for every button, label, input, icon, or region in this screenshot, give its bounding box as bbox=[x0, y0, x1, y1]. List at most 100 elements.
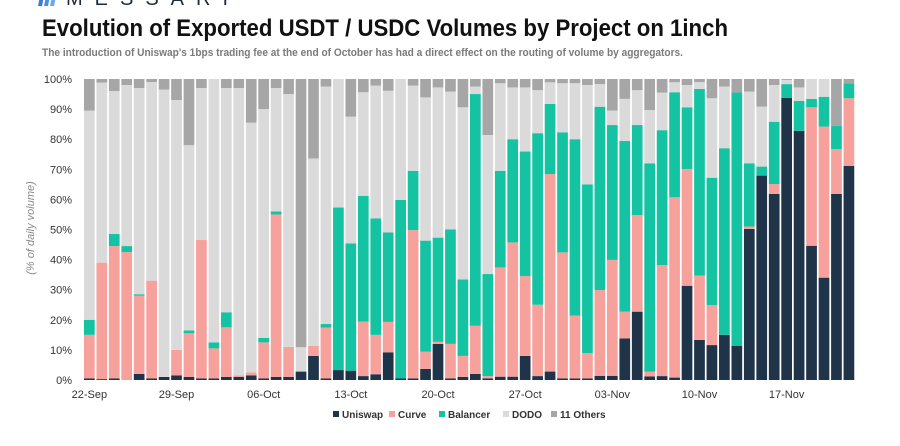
bar-segment-curve bbox=[121, 252, 133, 380]
legend-item-11-others: 11 Others bbox=[551, 410, 606, 421]
bar-segment-uniswap bbox=[470, 373, 481, 380]
bar-01-Oct bbox=[196, 79, 207, 380]
bar-30-Oct bbox=[557, 79, 568, 380]
bar-segment-curve bbox=[270, 214, 282, 377]
bar-segment-uniswap bbox=[793, 130, 805, 380]
bar-segment-11-others bbox=[196, 79, 207, 89]
bar-29-Oct bbox=[544, 79, 556, 380]
bar-segment-curve bbox=[631, 215, 643, 312]
bar-segment-uniswap bbox=[743, 228, 755, 380]
bar-segment-uniswap bbox=[432, 343, 444, 380]
bar-segment-dodo bbox=[158, 89, 170, 377]
bar-segment-curve bbox=[706, 305, 718, 346]
bar-segment-dodo bbox=[631, 90, 643, 126]
bar-23-Oct bbox=[470, 79, 481, 380]
bar-segment-dodo bbox=[781, 79, 792, 85]
bar-segment-balancer bbox=[681, 107, 693, 169]
bar-segment-curve bbox=[494, 267, 506, 377]
bar-segment-uniswap bbox=[445, 378, 456, 380]
bar-segment-balancer bbox=[333, 207, 344, 371]
bar-28-Sep bbox=[158, 79, 170, 380]
bar-segment-uniswap bbox=[756, 175, 768, 380]
bar-segment-uniswap bbox=[532, 376, 543, 380]
bar-segment-11-others bbox=[407, 79, 419, 86]
bar-segment-dodo bbox=[756, 106, 768, 167]
bar-22-Sep bbox=[84, 79, 95, 380]
bar-11-Nov bbox=[706, 79, 718, 380]
bar-segment-uniswap bbox=[96, 379, 108, 380]
bar-segment-uniswap bbox=[171, 375, 182, 380]
legend-swatch bbox=[503, 411, 509, 417]
bar-segment-balancer bbox=[631, 125, 643, 216]
bar-segment-11-others bbox=[507, 79, 519, 88]
bar-segment-11-others bbox=[594, 79, 606, 85]
bar-18-Oct bbox=[407, 79, 419, 380]
logo-stripes-icon bbox=[38, 0, 56, 6]
bar-segment-uniswap bbox=[333, 370, 344, 380]
bar-segment-balancer bbox=[656, 130, 668, 266]
bar-segment-curve bbox=[470, 325, 481, 374]
y-axis-ticks: 0% 10% 20% 30% 40% 50% 60% 70% 80% 90% 100% bbox=[44, 74, 72, 387]
bar-segment-curve bbox=[457, 355, 469, 377]
y-tick-label: 100% bbox=[44, 74, 72, 86]
bar-segment-uniswap bbox=[407, 378, 419, 380]
bar-segment-curve bbox=[108, 246, 120, 379]
bar-segment-balancer bbox=[108, 234, 120, 247]
bar-segment-uniswap bbox=[84, 378, 95, 380]
legend-swatch bbox=[439, 411, 445, 417]
bar-segment-11-others bbox=[582, 79, 593, 86]
bar-segment-curve bbox=[183, 333, 195, 377]
legend-swatch bbox=[551, 411, 557, 417]
bar-segment-dodo bbox=[308, 158, 319, 346]
bar-segment-dodo bbox=[432, 87, 444, 238]
bar-segment-uniswap bbox=[482, 378, 494, 380]
bar-segment-11-others bbox=[84, 79, 95, 111]
bar-segment-curve bbox=[258, 342, 270, 379]
bar-segment-curve bbox=[84, 334, 95, 379]
y-tick-label: 70% bbox=[50, 164, 72, 176]
bar-segment-uniswap bbox=[843, 165, 855, 380]
brand-logo: MESSARI bbox=[38, 0, 228, 10]
bar-segment-curve bbox=[743, 226, 755, 229]
bar-segment-balancer bbox=[706, 177, 718, 306]
bar-segment-dodo bbox=[818, 79, 830, 97]
bar-segment-balancer bbox=[395, 200, 406, 379]
x-tick-label: 06-Oct bbox=[247, 389, 280, 401]
bar-segment-dodo bbox=[382, 90, 394, 233]
legend-swatch bbox=[333, 411, 339, 417]
bar-segment-balancer bbox=[756, 166, 768, 176]
x-tick-label: 03-Nov bbox=[595, 389, 631, 401]
bar-segment-balancer bbox=[719, 148, 730, 335]
bar-20-Oct bbox=[432, 79, 444, 380]
bar-segment-curve bbox=[843, 98, 855, 166]
bar-segment-balancer bbox=[445, 229, 456, 344]
bar-segment-dodo bbox=[669, 82, 680, 93]
bar-segment-dodo bbox=[656, 92, 668, 131]
bar-segment-curve bbox=[407, 230, 419, 379]
bar-segment-balancer bbox=[582, 184, 593, 354]
bar-segment-11-others bbox=[494, 79, 506, 84]
bar-segment-balancer bbox=[569, 139, 581, 316]
bar-07-Oct bbox=[270, 79, 282, 380]
bar-segment-dodo bbox=[594, 84, 606, 107]
bar-13-Nov bbox=[731, 79, 743, 380]
bar-segment-balancer bbox=[382, 232, 394, 322]
bar-segment-11-others bbox=[146, 79, 157, 83]
bar-segment-balancer bbox=[532, 133, 543, 305]
bar-segment-uniswap bbox=[395, 378, 406, 380]
legend-swatch bbox=[389, 411, 395, 417]
legend-item-dodo: DODO bbox=[503, 410, 542, 421]
bar-segment-uniswap bbox=[420, 368, 431, 380]
bar-segment-curve bbox=[283, 346, 294, 377]
bar-segment-dodo bbox=[681, 85, 693, 108]
bar-segment-dodo bbox=[420, 97, 431, 241]
bar-segment-balancer bbox=[793, 100, 805, 131]
bar-segment-11-others bbox=[357, 79, 369, 93]
bar-segment-balancer bbox=[831, 125, 842, 150]
bar-segment-uniswap bbox=[320, 378, 332, 380]
bar-segment-uniswap bbox=[781, 97, 792, 381]
bar-25-Oct bbox=[494, 79, 506, 380]
bar-segment-uniswap bbox=[345, 370, 357, 380]
bar-segment-balancer bbox=[208, 342, 220, 349]
bar-26-Sep bbox=[133, 79, 145, 380]
